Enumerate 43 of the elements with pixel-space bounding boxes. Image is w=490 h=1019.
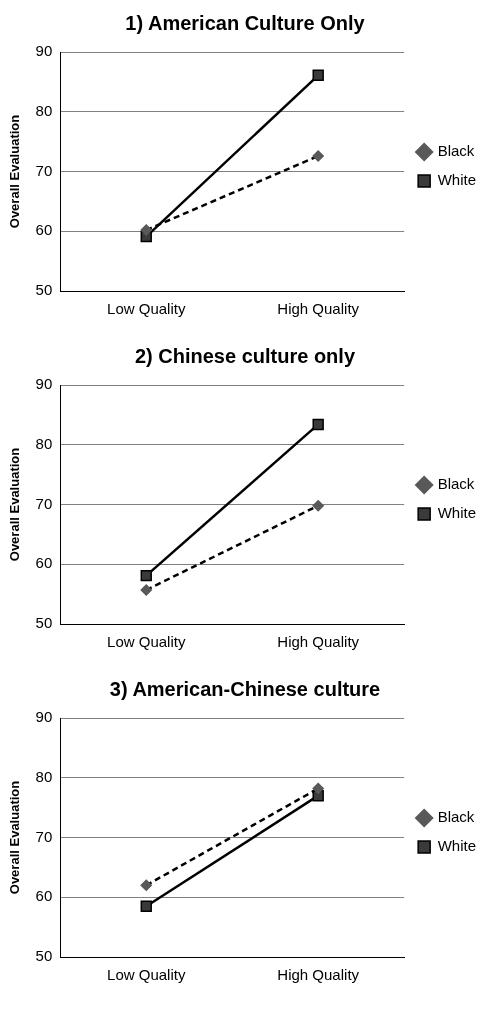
y-tick-label: 60 — [35, 554, 53, 572]
point — [140, 879, 152, 892]
legend-label: Black — [437, 142, 475, 160]
point — [140, 569, 152, 582]
y-tick-label: 50 — [35, 947, 53, 965]
y-tick-label: 70 — [35, 161, 53, 179]
point — [312, 499, 324, 512]
legend-label: White — [437, 504, 476, 522]
y-tick-label: 90 — [35, 375, 53, 393]
x-tick-label: Low Quality — [107, 633, 186, 651]
x-tick-label: Low Quality — [107, 966, 186, 984]
y-tick-label: 50 — [35, 281, 53, 299]
y-tick-label: 90 — [35, 42, 53, 60]
x-tick-label: Low Quality — [107, 300, 186, 318]
y-tick-label: 60 — [35, 221, 53, 239]
legend-label: Black — [437, 475, 475, 493]
legend-label: White — [437, 837, 476, 855]
chart-title: 2) Chinese culture only — [134, 344, 356, 367]
chart-title: 3) American-Chinese culture — [109, 677, 381, 700]
x-tick-label: High Quality — [277, 633, 360, 651]
point — [312, 782, 324, 795]
point — [140, 584, 152, 596]
y-tick-label: 70 — [35, 494, 53, 512]
point — [140, 224, 152, 236]
y-tick-label: 50 — [35, 614, 53, 632]
x-tick-label: High Quality — [277, 300, 360, 318]
y-tick-label: 70 — [35, 827, 53, 845]
legend-label: Black — [437, 808, 475, 826]
y-tick-label: 90 — [35, 708, 53, 726]
y-tick-label: 80 — [35, 434, 53, 452]
y-axis-title: Overall Evaluation — [7, 447, 23, 562]
chart-title: 1) American Culture Only — [125, 11, 366, 34]
y-axis-title: Overall Evaluation — [7, 780, 23, 895]
y-axis-title: Overall Evaluation — [7, 114, 23, 229]
point — [140, 900, 152, 912]
point — [312, 418, 324, 431]
y-tick-label: 80 — [35, 101, 53, 119]
x-tick-label: High Quality — [277, 966, 360, 984]
y-tick-label: 60 — [35, 887, 53, 905]
legend-label: White — [437, 171, 476, 189]
point — [312, 150, 324, 162]
y-tick-label: 80 — [35, 767, 53, 785]
point — [312, 69, 324, 81]
